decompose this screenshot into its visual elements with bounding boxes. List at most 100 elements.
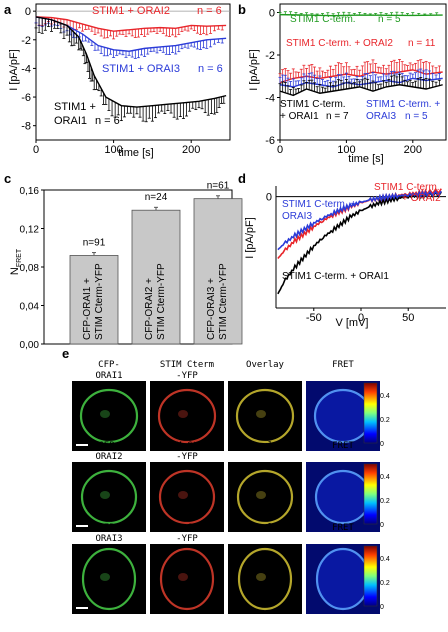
- panel-d-ylabel: I [pA/pF]: [244, 217, 256, 259]
- e-image-overlay: [228, 381, 302, 451]
- panel-label-c: c: [4, 171, 11, 186]
- panel-b-n-green: n = 5: [378, 14, 401, 25]
- panel-b-label-black-2: + ORAI1: [280, 111, 319, 122]
- cell-membrane: [313, 388, 373, 444]
- e-image-cfp: [72, 544, 146, 614]
- e-colorbar-tick: 0: [380, 441, 384, 448]
- a-series-stim1-orai2: [34, 16, 227, 40]
- d-xtick-label: 50: [402, 312, 414, 324]
- panel-b-label-green: STIM1 C-term.: [290, 14, 356, 25]
- panel-d-label-blue-2: ORAI3: [282, 211, 312, 222]
- bar-n-label: n=61: [207, 181, 230, 192]
- cell-membrane: [314, 469, 372, 525]
- e-header-stim: STIM Cterm -YFP: [160, 360, 214, 381]
- cell-membrane: [236, 469, 294, 525]
- panel-b-n-black: n = 7: [326, 111, 349, 122]
- c-ytick-label: 0,12: [20, 225, 40, 236]
- panel-d-label-black: STIM1 C-term. + ORAI1: [282, 271, 389, 282]
- iv-trace: [277, 190, 442, 295]
- panel-d-chart: 0 -50 0 50 I [pA/pF] V [mV] STIM1 C-term. +…: [244, 182, 446, 329]
- c-ytick-label: 0,04: [20, 302, 40, 313]
- series-line: [279, 84, 443, 97]
- e-row-3: CFP-ORAI3 STIM Cterm -YFP Overlay FRET 0.4 0.2…: [72, 523, 390, 614]
- cfp-line-1: CFP-: [98, 360, 120, 370]
- cfp-line-2: ORAI1: [95, 371, 122, 381]
- b-xtick-label: 100: [337, 144, 355, 156]
- panel-b-label-red: STIM1 C-term. + ORAI2: [286, 38, 393, 49]
- cfp-line-1: CFP-: [98, 441, 120, 451]
- cell-organelle: [100, 410, 110, 418]
- panel-label-d: d: [238, 171, 246, 186]
- bar-n-label: n=24: [145, 192, 168, 203]
- panel-b-xlabel: time [s]: [348, 153, 383, 165]
- e-image-overlay: [228, 544, 302, 614]
- panel-b-label-black-1: STIM1 C-term.: [280, 99, 346, 110]
- b-xtick-label: 200: [404, 144, 422, 156]
- category-line-2: STIM Cterm-YFP: [218, 263, 229, 340]
- iv-trace: [277, 190, 442, 251]
- panel-d-axes: 0 -50 0 50: [266, 186, 446, 324]
- e-colorbar: [363, 382, 378, 444]
- panel-a-label-orai3: STIM1 + ORAI3: [102, 63, 180, 75]
- category-line-2: STIM Cterm-YFP: [94, 263, 105, 340]
- cfp-line-1: CFP-: [98, 523, 120, 533]
- b-xtick-label: 0: [277, 144, 283, 156]
- category-line-1: CFP-ORAI3 +: [206, 278, 217, 340]
- e-image-stim: [150, 544, 224, 614]
- a-xtick-label: 200: [182, 144, 200, 156]
- a-ytick-label: -6: [21, 92, 31, 104]
- panel-a-series: [34, 16, 227, 123]
- cell-membrane: [235, 388, 295, 444]
- a-frame: [35, 3, 231, 141]
- e-colorbar: [363, 545, 378, 607]
- c-ytick-label: 0,16: [20, 186, 40, 197]
- e-header-cfp: CFP-ORAI3: [95, 523, 122, 544]
- e-colorbar-tick: 0.2: [380, 580, 390, 587]
- cell-membrane: [237, 547, 293, 611]
- e-header-overlay: Overlay: [246, 360, 285, 370]
- a-series-stim1-orai3: [34, 16, 227, 59]
- stim-line-2: -YFP: [176, 452, 198, 462]
- e-header-stim: STIM Cterm -YFP: [160, 441, 214, 462]
- cell-organelle: [100, 491, 110, 499]
- panel-d-label-red-2: + ORAI2: [402, 193, 441, 204]
- e-colorbar-tick: 0.4: [380, 474, 390, 481]
- panel-a-axes: 0 100 200 0 -2 -4 -6 -8: [21, 3, 231, 156]
- image-background: [72, 544, 146, 614]
- image-background: [72, 381, 146, 451]
- a-ytick-label: -8: [21, 121, 31, 133]
- image-background: [150, 544, 224, 614]
- b-ytick-label: 0: [269, 8, 275, 20]
- series-line: [279, 13, 443, 17]
- e-colorbar-tick: 0: [380, 522, 384, 529]
- bar-n-label: n=91: [83, 237, 106, 248]
- cell-membrane: [315, 547, 371, 611]
- cell-membrane: [80, 469, 138, 525]
- d-series-orai3: [277, 190, 442, 251]
- panel-a-label-orai2: STIM1 + ORAI2: [92, 5, 170, 17]
- e-header-overlay: Overlay: [246, 523, 285, 533]
- panel-b-label-blue-1: STIM1 C-term. +: [366, 99, 440, 110]
- panel-b-series: [278, 11, 443, 97]
- d-xtick-label: -50: [306, 312, 322, 324]
- category-line-2: STIM Cterm-YFP: [156, 263, 167, 340]
- cell-organelle: [178, 410, 188, 418]
- a-ytick-label: -4: [21, 63, 31, 75]
- cfp-line-2: ORAI2: [95, 452, 122, 462]
- bar: [69, 255, 119, 345]
- cell-membrane: [81, 547, 137, 611]
- image-background: [228, 381, 302, 451]
- e-image-cfp: [72, 462, 146, 532]
- d-xtick-label: 0: [358, 312, 364, 324]
- e-header-stim: STIM Cterm -YFP: [160, 523, 214, 544]
- panel-b-axes: 0 100 200 0 -2 -4 -6: [265, 3, 447, 156]
- e-colorbar-tick: 0.2: [380, 417, 390, 424]
- image-background: [72, 462, 146, 532]
- panel-label-b: b: [238, 2, 246, 17]
- b-ytick-label: -6: [265, 135, 275, 147]
- e-colorbar: [363, 463, 378, 525]
- e-header-fret: FRET: [332, 441, 354, 451]
- panel-b-label-blue-2: ORAI3: [366, 111, 396, 122]
